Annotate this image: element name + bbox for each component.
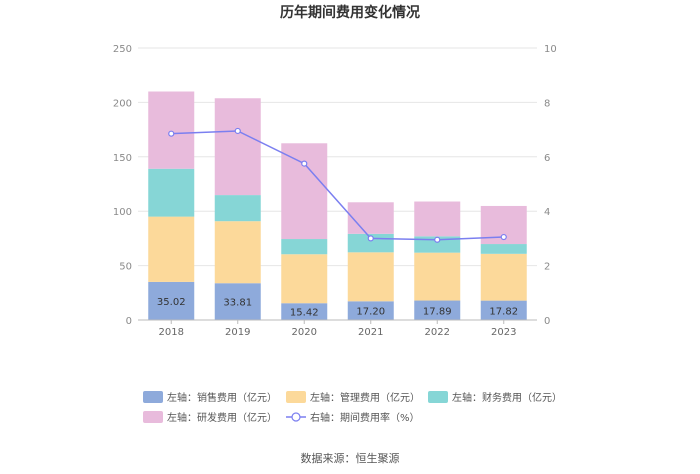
x-tick-label: 2023 xyxy=(491,327,516,338)
legend-label: 左轴：研发费用（亿元） xyxy=(167,411,277,424)
y-axis-left: 0 50 100 150 200 250 xyxy=(113,44,132,327)
bar-segment xyxy=(480,253,527,301)
y-right-tick-label: 2 xyxy=(544,262,550,273)
y-left-tick-label: 0 xyxy=(126,316,132,327)
y-left-tick-label: 100 xyxy=(113,207,132,218)
bar-segment xyxy=(414,236,461,253)
line-series xyxy=(168,127,507,243)
y-axis-right: 0 2 4 6 8 10 xyxy=(544,44,557,327)
x-tick-label: 2021 xyxy=(358,327,383,338)
y-right-tick-label: 4 xyxy=(544,207,550,218)
bar-segment xyxy=(347,202,394,234)
bar-segment xyxy=(214,98,261,196)
legend: 左轴：销售费用（亿元） 左轴：管理费用（亿元） 左轴：财务费用（亿元） 左轴：研发费用… xyxy=(143,391,562,424)
bar-segment xyxy=(281,239,328,255)
data-source: 数据来源：恒生聚源 xyxy=(301,451,400,465)
bar-segment xyxy=(148,281,195,320)
y-left-tick-label: 50 xyxy=(119,262,132,273)
legend-swatch xyxy=(428,391,448,403)
bar-data-label: 17.20 xyxy=(356,307,385,318)
legend-marker xyxy=(291,412,301,422)
y-right-tick-label: 6 xyxy=(544,153,550,164)
bar-segment xyxy=(214,221,261,284)
x-tick-label: 2019 xyxy=(225,327,250,338)
bar-segment xyxy=(148,216,195,282)
x-tick-label: 2022 xyxy=(425,327,450,338)
chart-title: 历年期间费用变化情况 xyxy=(280,4,420,21)
bar-data-label: 17.82 xyxy=(489,306,518,317)
legend-swatch xyxy=(286,391,306,403)
x-tick-label: 2018 xyxy=(159,327,184,338)
legend-label: 左轴：管理费用（亿元） xyxy=(310,391,420,404)
line-point xyxy=(168,130,175,137)
bar-series: 35.02 33.81 15.42 17.20 17.89 17.82 xyxy=(148,91,527,320)
bar-segment xyxy=(347,301,394,320)
bar-segment xyxy=(414,201,461,237)
legend-swatch xyxy=(143,411,163,423)
bar-segment xyxy=(414,252,461,301)
legend-swatch xyxy=(143,391,163,403)
x-tick-label: 2020 xyxy=(292,327,317,338)
bar-segment xyxy=(347,252,394,302)
gridlines xyxy=(138,47,537,321)
bar-segment xyxy=(148,91,195,169)
line-point xyxy=(500,233,507,241)
y-left-tick-label: 250 xyxy=(113,44,132,55)
line-point xyxy=(434,236,441,243)
bar-data-label: 17.89 xyxy=(423,306,452,317)
legend-label: 左轴：销售费用（亿元） xyxy=(167,391,277,404)
bar-data-label: 35.02 xyxy=(157,297,186,308)
line-path xyxy=(171,130,504,241)
bar-data-label: 15.42 xyxy=(290,308,319,319)
bar-segment xyxy=(281,303,328,320)
bar-segment xyxy=(281,254,328,304)
bar-data-label: 33.81 xyxy=(223,298,252,309)
y-right-tick-label: 8 xyxy=(544,98,550,109)
bar-segment xyxy=(414,300,461,320)
bar-segment xyxy=(480,244,527,254)
bar-segment xyxy=(480,300,527,320)
x-axis: 2018 2019 2020 2021 2022 2023 xyxy=(138,319,537,338)
legend-label: 右轴：期间费用率（%） xyxy=(310,411,420,424)
bar-segment xyxy=(214,195,261,222)
line-point xyxy=(301,160,308,167)
line-point xyxy=(234,127,241,135)
line-point xyxy=(367,235,374,242)
y-right-tick-label: 10 xyxy=(544,44,557,55)
bar-segment xyxy=(148,168,195,217)
legend-label: 左轴：财务费用（亿元） xyxy=(452,391,562,404)
y-left-tick-label: 150 xyxy=(113,153,132,164)
y-left-tick-label: 200 xyxy=(113,98,132,109)
bar-segment xyxy=(281,143,328,240)
bar-segment xyxy=(214,283,261,320)
y-right-tick-label: 0 xyxy=(544,316,550,327)
